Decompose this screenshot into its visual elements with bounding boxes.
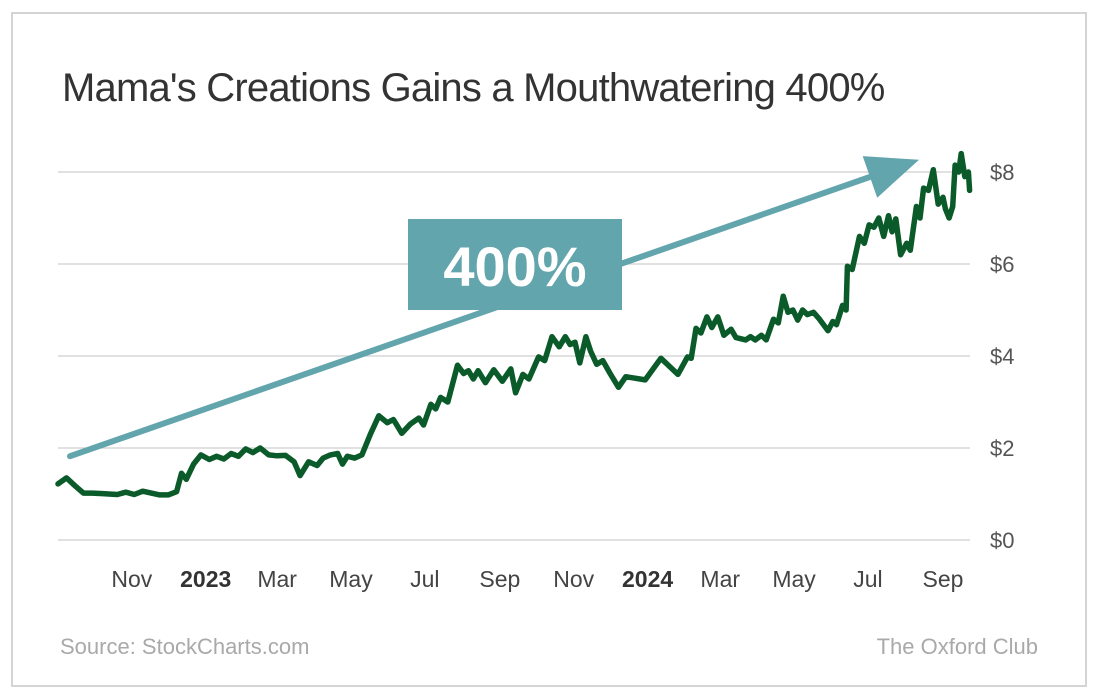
x-tick-label: Jul [410, 566, 439, 592]
x-tick-label: Mar [700, 566, 740, 592]
y-axis-labels: $0 $2 $4 $6 $8 [990, 160, 1014, 553]
y-tick-label: $2 [990, 436, 1014, 461]
y-tick-label: $6 [990, 252, 1014, 277]
source-credit: Source: StockCharts.com [60, 634, 310, 659]
callout-box [408, 219, 622, 310]
trend-arrow-shaft [67, 163, 904, 460]
annotations-layer: 400% [67, 156, 920, 460]
y-tick-label: $8 [990, 160, 1014, 185]
x-axis-labels: Nov 2023 Mar May Jul Sep Nov 2024 Mar May Jul Sep [111, 566, 963, 592]
x-tick-label: 2024 [622, 566, 673, 592]
chart-title: Mama's Creations Gains a Mouthwatering 4… [62, 66, 885, 110]
x-tick-label: Sep [923, 566, 964, 592]
y-tick-label: $0 [990, 528, 1014, 553]
callout-label: 400% [443, 235, 586, 298]
brand-credit: The Oxford Club [876, 634, 1038, 659]
price-line [55, 150, 973, 498]
x-tick-label: Nov [553, 566, 594, 592]
x-tick-label: May [329, 566, 373, 592]
x-tick-label: Sep [479, 566, 520, 592]
x-tick-label: May [772, 566, 816, 592]
x-tick-label: Nov [111, 566, 152, 592]
x-tick-label: Jul [853, 566, 882, 592]
gridlines [58, 171, 970, 541]
x-tick-label: Mar [257, 566, 297, 592]
trend-arrow-head [862, 156, 920, 198]
x-tick-label: 2023 [180, 566, 231, 592]
chart-frame [11, 12, 1087, 687]
y-tick-label: $4 [990, 344, 1014, 369]
series-layer [55, 150, 973, 498]
